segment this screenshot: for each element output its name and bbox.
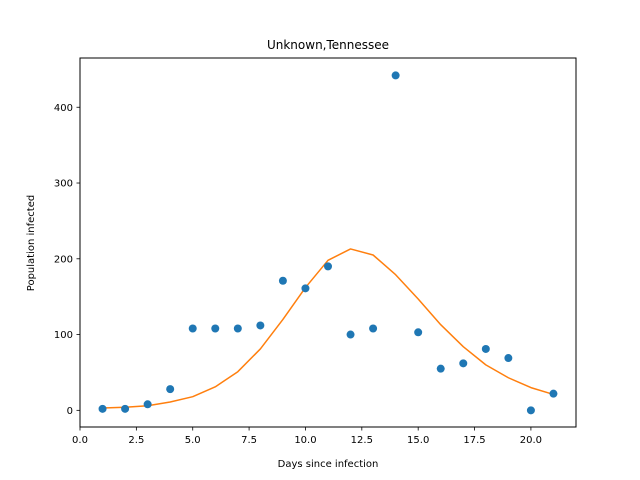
data-point	[233, 324, 242, 333]
data-point	[143, 400, 152, 409]
data-point	[346, 330, 355, 339]
y-tick-label: 400	[54, 103, 73, 114]
y-tick-label: 0	[67, 406, 73, 417]
x-tick-label: 15.0	[407, 435, 429, 446]
x-tick-label: 5.0	[185, 435, 201, 446]
data-point	[481, 344, 490, 353]
data-point	[369, 324, 378, 333]
chart-title: Unknown,Tennessee	[267, 38, 389, 52]
data-point	[98, 404, 107, 413]
x-axis-label: Days since infection	[278, 459, 379, 470]
data-point	[459, 359, 468, 368]
y-tick-label: 100	[54, 330, 73, 341]
y-tick-label: 200	[54, 254, 73, 265]
x-tick-label: 17.5	[463, 435, 485, 446]
data-point	[278, 276, 287, 285]
x-tick-label: 12.5	[351, 435, 373, 446]
plot-area	[98, 71, 558, 415]
data-point	[301, 284, 310, 293]
x-tick-label: 0.0	[72, 435, 88, 446]
data-point	[188, 324, 197, 333]
x-tick-label: 20.0	[520, 435, 542, 446]
data-point	[526, 406, 535, 415]
data-point	[549, 389, 558, 398]
data-point	[211, 324, 220, 333]
x-tick-label: 7.5	[241, 435, 257, 446]
data-point	[414, 328, 423, 337]
data-point	[121, 404, 130, 413]
x-tick-label: 2.5	[128, 435, 144, 446]
data-point	[166, 385, 175, 394]
fit-line	[102, 248, 554, 409]
data-point	[504, 354, 513, 363]
y-axis-label: Population infected	[26, 195, 37, 291]
x-tick-label: 10.0	[294, 435, 316, 446]
axes-frame	[79, 57, 577, 428]
data-point	[436, 364, 445, 373]
data-point	[324, 262, 332, 271]
data-point	[391, 71, 400, 80]
y-tick-label: 300	[54, 179, 73, 190]
data-point	[256, 321, 265, 330]
